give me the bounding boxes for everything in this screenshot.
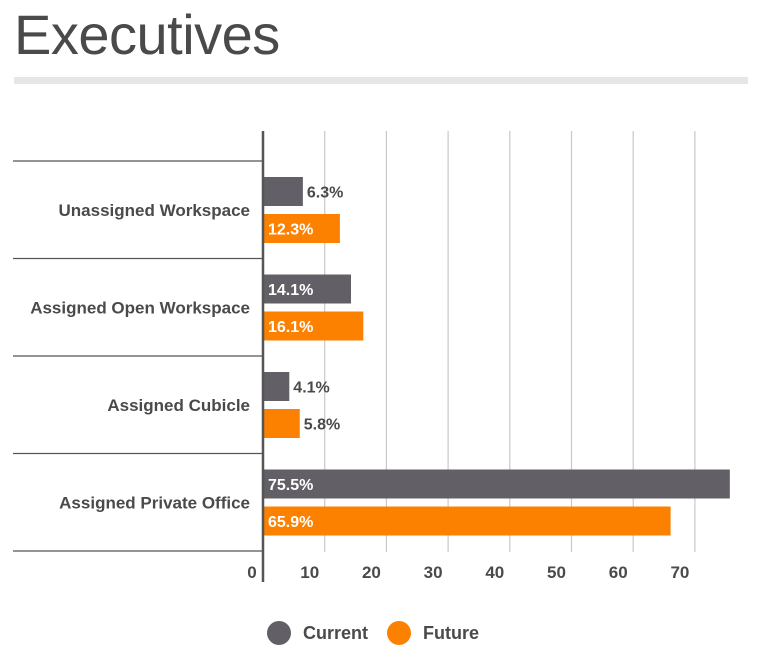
x-tick-label: 20 [362, 563, 381, 582]
x-tick-label: 70 [670, 563, 689, 582]
data-label-future: 16.1% [268, 319, 313, 336]
x-tick-label: 0 [247, 563, 256, 582]
legend-swatch-current-icon [267, 621, 291, 645]
data-label-current: 4.1% [293, 380, 329, 397]
legend-item-current: Current [267, 621, 368, 645]
bar-future [264, 409, 300, 438]
bar-future [264, 214, 340, 243]
x-tick-label: 10 [300, 563, 319, 582]
bar-current [264, 372, 290, 401]
data-label-current: 14.1% [268, 282, 313, 299]
x-tick-label: 50 [547, 563, 566, 582]
bar-current [264, 274, 351, 304]
category-label: Assigned Cubicle [107, 396, 250, 415]
legend-item-future: Future [387, 621, 479, 645]
x-tick-label: 30 [424, 563, 443, 582]
chart-title: Executives [14, 3, 280, 66]
data-label-future: 5.8% [304, 417, 340, 434]
category-label: Assigned Open Workspace [30, 298, 250, 317]
legend-label-current: Current [303, 622, 369, 643]
data-label-future: 12.3% [268, 222, 313, 239]
legend-swatch-future-icon [387, 621, 411, 645]
title-divider [14, 77, 748, 84]
data-label-current: 75.5% [268, 477, 313, 494]
bar-current [264, 469, 730, 499]
bar-chart: Unassigned Workspace 6.3% 12.3% Assigned Op… [13, 131, 730, 582]
bar-future [264, 311, 364, 341]
legend: Current Future [0, 621, 758, 651]
category-label: Assigned Private Office [59, 493, 250, 512]
bar-future [264, 506, 671, 536]
legend-label-future: Future [423, 622, 479, 643]
bar-current [264, 177, 303, 206]
category-label: Unassigned Workspace [59, 201, 250, 220]
data-label-current: 6.3% [307, 185, 343, 202]
x-tick-label: 60 [609, 563, 628, 582]
data-label-future: 65.9% [268, 514, 313, 531]
x-tick-label: 40 [485, 563, 504, 582]
